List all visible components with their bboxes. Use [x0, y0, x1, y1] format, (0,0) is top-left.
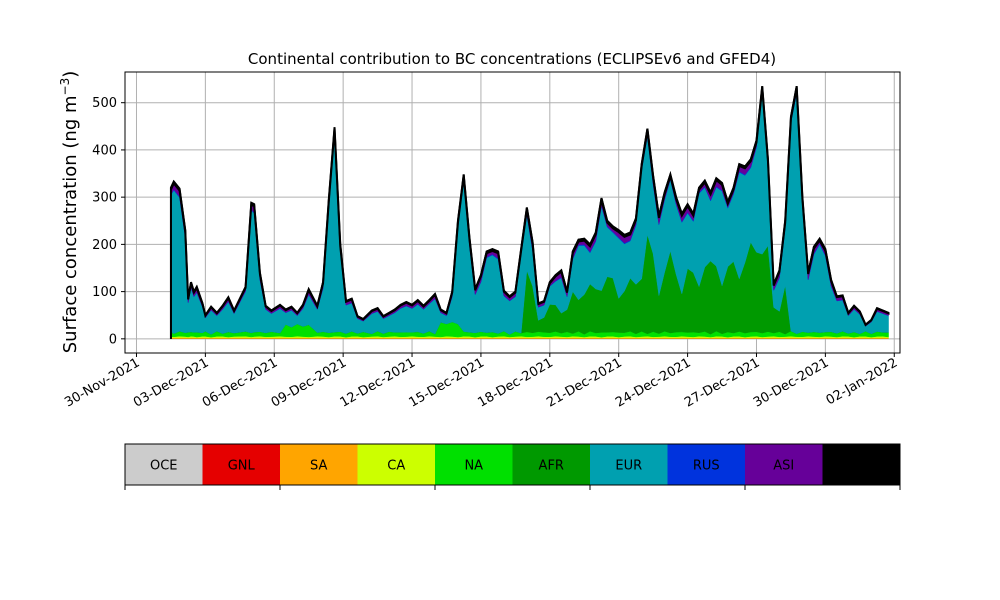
legend-swatch-na	[435, 444, 513, 485]
y-axis-label-exponent: −3	[58, 78, 72, 96]
y-tick-label: 500	[92, 96, 117, 111]
y-tick-label: 400	[92, 143, 117, 158]
legend-swatch-gnl	[202, 444, 280, 485]
legend-swatch-sa	[280, 444, 358, 485]
legend-frame	[124, 443, 901, 486]
y-tick-label: 0	[109, 332, 117, 347]
legend-swatch-aus	[822, 444, 900, 485]
legend-label-sa: SA	[310, 459, 327, 474]
legend-swatch-rus	[667, 444, 745, 485]
legend-label-afr: AFR	[539, 459, 564, 474]
legend-label-aus: AUS	[848, 459, 875, 474]
y-axis-label: Surface concentration (ng m−3)	[58, 71, 81, 354]
legend-label-eur: EUR	[615, 459, 642, 474]
y-tick-labels: 0 100 200 300 400 500	[92, 96, 117, 347]
y-tick-label: 100	[92, 285, 117, 300]
plot-frame	[124, 71, 901, 354]
legend-swatch-oce	[125, 444, 203, 485]
legend: OCE GNL SA CA NA AFR EUR RUS ASI AUS	[124, 443, 901, 490]
legend-label-gnl: GNL	[228, 459, 256, 474]
axes	[121, 71, 901, 357]
y-axis-label-main: Surface concentration (ng m	[60, 95, 81, 353]
legend-label-ca: CA	[387, 459, 405, 474]
y-tick-label: 200	[92, 238, 117, 253]
stacked-areas	[169, 85, 890, 340]
legend-label-oce: OCE	[150, 459, 178, 474]
legend-swatch-eur	[590, 444, 668, 485]
y-tick-label: 300	[92, 191, 117, 206]
legend-label-rus: RUS	[693, 459, 720, 474]
legend-swatch-ca	[357, 444, 435, 485]
legend-swatch-afr	[512, 444, 590, 485]
chart-title: Continental contribution to BC concentra…	[248, 50, 776, 68]
y-axis-label-close: )	[60, 71, 81, 78]
legend-swatch-asi	[745, 444, 823, 485]
total-outline	[170, 86, 889, 339]
legend-label-asi: ASI	[773, 459, 794, 474]
legend-label-na: NA	[464, 459, 483, 474]
